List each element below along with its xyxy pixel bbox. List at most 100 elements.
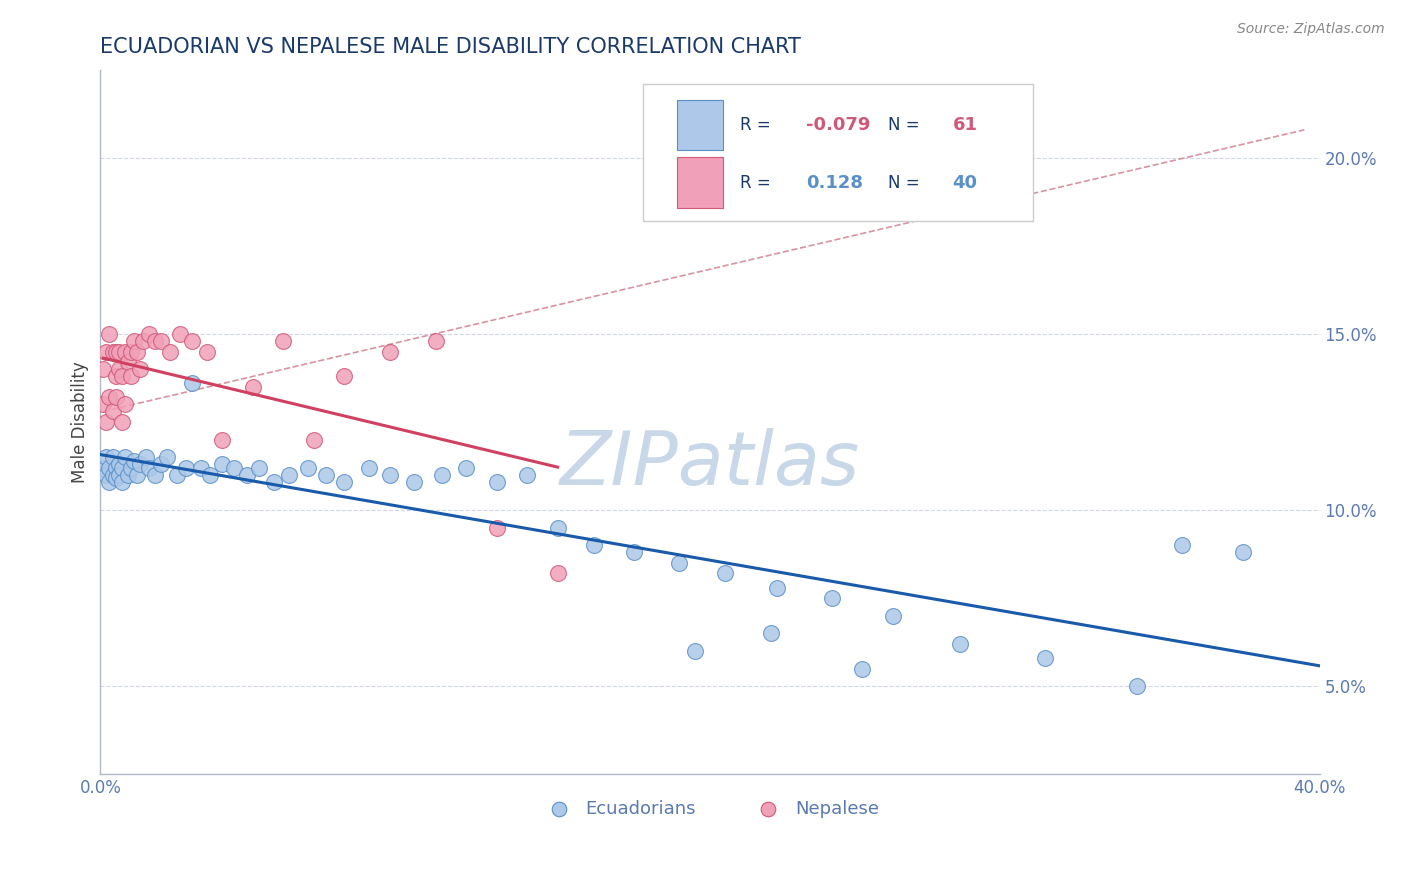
Text: R =: R = xyxy=(741,116,772,134)
Point xyxy=(104,391,127,405)
Point xyxy=(129,362,152,376)
Point xyxy=(120,344,142,359)
Point xyxy=(378,467,401,482)
Point xyxy=(114,397,136,411)
Point xyxy=(195,344,218,359)
Point xyxy=(198,467,221,482)
Point xyxy=(242,380,264,394)
Point xyxy=(98,475,121,489)
Point xyxy=(129,458,152,472)
Point xyxy=(485,521,508,535)
Point xyxy=(96,344,118,359)
Point xyxy=(111,475,134,489)
Text: 40: 40 xyxy=(953,174,977,192)
Point xyxy=(297,460,319,475)
Point xyxy=(132,334,155,348)
Point xyxy=(278,467,301,482)
Bar xyxy=(678,157,723,208)
Point xyxy=(425,334,447,348)
Point xyxy=(169,326,191,341)
Point xyxy=(404,475,426,489)
Point xyxy=(104,344,127,359)
Point xyxy=(211,433,233,447)
Point xyxy=(271,334,294,348)
Point xyxy=(98,391,121,405)
Point xyxy=(111,460,134,475)
Text: ZIPatlas: ZIPatlas xyxy=(560,428,860,500)
Point xyxy=(93,362,115,376)
Point xyxy=(224,460,246,475)
Point xyxy=(882,608,904,623)
Point xyxy=(150,334,173,348)
Point xyxy=(122,334,145,348)
Point xyxy=(101,404,124,418)
Point xyxy=(766,581,789,595)
Point xyxy=(247,460,270,475)
Text: R =: R = xyxy=(741,174,772,192)
Point xyxy=(333,475,356,489)
Legend: Ecuadorians, Nepalese: Ecuadorians, Nepalese xyxy=(533,792,887,825)
Point xyxy=(107,344,129,359)
Point xyxy=(333,369,356,384)
Point xyxy=(135,450,157,465)
Point xyxy=(138,326,160,341)
Point xyxy=(125,467,148,482)
Point xyxy=(143,334,166,348)
Point xyxy=(190,460,212,475)
Point xyxy=(668,556,690,570)
Point xyxy=(180,334,202,348)
Point xyxy=(683,644,706,658)
Point xyxy=(93,397,115,411)
Point xyxy=(117,467,139,482)
Bar xyxy=(678,100,723,150)
Point xyxy=(211,458,233,472)
Point xyxy=(96,450,118,465)
Point xyxy=(357,460,380,475)
Y-axis label: Male Disability: Male Disability xyxy=(72,361,89,483)
Point xyxy=(759,626,782,640)
Point xyxy=(623,545,645,559)
Point xyxy=(117,355,139,369)
Point xyxy=(547,566,569,581)
Point xyxy=(101,344,124,359)
Point xyxy=(107,467,129,482)
Point xyxy=(120,369,142,384)
Point xyxy=(101,450,124,465)
Text: -0.079: -0.079 xyxy=(806,116,870,134)
Point xyxy=(122,454,145,468)
Point xyxy=(302,433,325,447)
Text: N =: N = xyxy=(889,174,920,192)
Point xyxy=(174,460,197,475)
Point xyxy=(96,467,118,482)
Point xyxy=(714,566,737,581)
Point xyxy=(547,521,569,535)
Point xyxy=(485,475,508,489)
Point xyxy=(101,467,124,482)
Text: 0.128: 0.128 xyxy=(806,174,863,192)
Point xyxy=(111,415,134,429)
Point xyxy=(821,591,844,606)
Point xyxy=(96,415,118,429)
Point xyxy=(120,460,142,475)
Point xyxy=(125,344,148,359)
Text: Source: ZipAtlas.com: Source: ZipAtlas.com xyxy=(1237,22,1385,37)
Point xyxy=(98,326,121,341)
Point xyxy=(150,458,173,472)
Point xyxy=(456,460,478,475)
Point xyxy=(143,467,166,482)
Point xyxy=(235,467,257,482)
FancyBboxPatch shape xyxy=(643,84,1033,221)
Point xyxy=(159,344,181,359)
Point xyxy=(156,450,179,465)
Point xyxy=(166,467,188,482)
Point xyxy=(114,450,136,465)
Text: N =: N = xyxy=(889,116,920,134)
Point xyxy=(104,460,127,475)
Point xyxy=(138,460,160,475)
Point xyxy=(1125,679,1147,693)
Text: ECUADORIAN VS NEPALESE MALE DISABILITY CORRELATION CHART: ECUADORIAN VS NEPALESE MALE DISABILITY C… xyxy=(100,37,801,57)
Point xyxy=(114,344,136,359)
Text: 61: 61 xyxy=(953,116,977,134)
Point xyxy=(583,538,606,552)
Point xyxy=(93,460,115,475)
